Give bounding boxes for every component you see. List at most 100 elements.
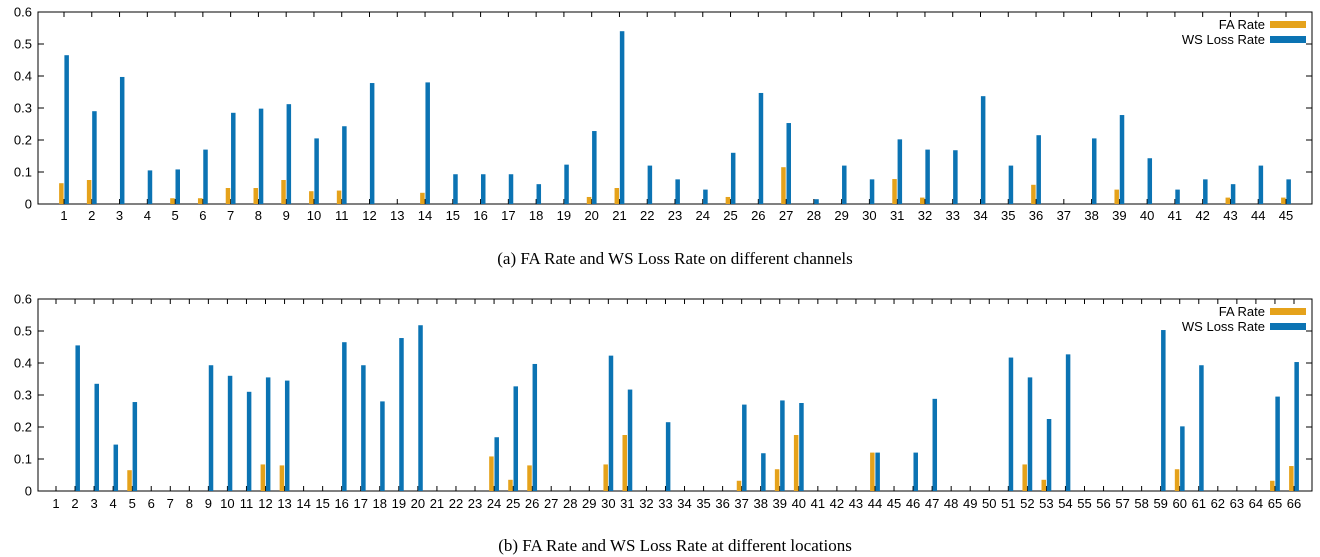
bar-fa-rate-37 bbox=[736, 480, 742, 491]
bar-ws-loss-rate-14 bbox=[425, 82, 430, 204]
x-tick-label: 11 bbox=[240, 496, 254, 511]
y-tick-label: 0.4 bbox=[14, 69, 32, 84]
bar-ws-loss-rate-7 bbox=[231, 112, 236, 204]
x-tick-label: 23 bbox=[468, 496, 482, 511]
x-tick-label: 30 bbox=[862, 208, 876, 223]
bar-ws-loss-rate-19 bbox=[399, 338, 404, 491]
bar-ws-loss-rate-52 bbox=[1027, 377, 1033, 491]
legend-label-fa-rate: FA Rate bbox=[1219, 17, 1265, 32]
bar-ws-loss-rate-15 bbox=[453, 174, 458, 204]
bar-ws-loss-rate-3 bbox=[94, 383, 99, 491]
x-tick-label: 42 bbox=[830, 496, 844, 511]
bar-ws-loss-rate-34 bbox=[980, 96, 986, 204]
x-tick-label: 39 bbox=[1112, 208, 1126, 223]
bar-ws-loss-rate-53 bbox=[1046, 419, 1052, 491]
bar-ws-loss-rate-59 bbox=[1161, 330, 1166, 491]
bar-ws-loss-rate-31 bbox=[897, 139, 903, 204]
bar-ws-loss-rate-33 bbox=[953, 150, 958, 204]
bar-fa-rate-5 bbox=[170, 198, 175, 204]
x-tick-label: 25 bbox=[506, 496, 520, 511]
x-tick-label: 9 bbox=[205, 496, 212, 511]
bar-fa-rate-39 bbox=[774, 469, 780, 491]
x-tick-label: 27 bbox=[544, 496, 558, 511]
bar-ws-loss-rate-27 bbox=[786, 123, 791, 204]
bar-ws-loss-rate-43 bbox=[1230, 184, 1236, 204]
legend-label-ws-loss-rate: WS Loss Rate bbox=[1182, 32, 1265, 47]
x-tick-label: 49 bbox=[963, 496, 977, 511]
x-tick-label: 13 bbox=[390, 208, 404, 223]
bar-ws-loss-rate-33 bbox=[665, 422, 671, 491]
bar-ws-loss-rate-39 bbox=[1119, 115, 1125, 204]
x-tick-label: 6 bbox=[148, 496, 155, 511]
x-tick-label: 13 bbox=[277, 496, 291, 511]
bar-ws-loss-rate-21 bbox=[619, 31, 625, 205]
x-tick-label: 54 bbox=[1058, 496, 1072, 511]
x-tick-label: 5 bbox=[129, 496, 136, 511]
x-tick-label: 10 bbox=[307, 208, 321, 223]
bar-fa-rate-45 bbox=[1281, 197, 1286, 204]
x-tick-label: 63 bbox=[1230, 496, 1244, 511]
bar-ws-loss-rate-44 bbox=[875, 452, 880, 491]
bar-ws-loss-rate-25 bbox=[513, 386, 519, 491]
x-tick-label: 10 bbox=[220, 496, 234, 511]
bar-fa-rate-65 bbox=[1270, 480, 1275, 491]
y-tick-label: 0.4 bbox=[14, 356, 32, 371]
x-tick-label: 12 bbox=[362, 208, 376, 223]
y-tick-label: 0 bbox=[25, 484, 32, 499]
bar-ws-loss-rate-30 bbox=[608, 355, 614, 491]
x-tick-label: 28 bbox=[563, 496, 577, 511]
bar-ws-loss-rate-17 bbox=[508, 174, 514, 204]
bar-fa-rate-52 bbox=[1022, 464, 1027, 491]
bar-ws-loss-rate-23 bbox=[675, 179, 680, 204]
bar-ws-loss-rate-22 bbox=[647, 165, 653, 204]
x-tick-label: 61 bbox=[1192, 496, 1206, 511]
x-tick-label: 18 bbox=[373, 496, 387, 511]
x-tick-label: 46 bbox=[906, 496, 920, 511]
x-tick-label: 5 bbox=[171, 208, 178, 223]
bar-fa-rate-14 bbox=[420, 192, 425, 204]
x-tick-label: 26 bbox=[751, 208, 765, 223]
x-tick-label: 40 bbox=[792, 496, 806, 511]
x-tick-label: 17 bbox=[501, 208, 515, 223]
bar-ws-loss-rate-40 bbox=[1147, 158, 1153, 204]
x-tick-label: 3 bbox=[90, 496, 97, 511]
bar-fa-rate-43 bbox=[1225, 197, 1231, 204]
legend-swatch-fa-rate bbox=[1270, 21, 1306, 28]
bar-ws-loss-rate-51 bbox=[1008, 357, 1014, 491]
bar-ws-loss-rate-13 bbox=[284, 380, 290, 491]
x-tick-label: 55 bbox=[1077, 496, 1091, 511]
y-tick-label: 0.5 bbox=[14, 324, 32, 339]
x-tick-label: 36 bbox=[715, 496, 729, 511]
bar-ws-loss-rate-61 bbox=[1199, 365, 1204, 491]
x-tick-label: 17 bbox=[354, 496, 368, 511]
x-tick-label: 32 bbox=[639, 496, 653, 511]
bar-ws-loss-rate-41 bbox=[1175, 189, 1180, 204]
x-tick-label: 3 bbox=[116, 208, 123, 223]
x-tick-label: 52 bbox=[1020, 496, 1034, 511]
x-tick-label: 29 bbox=[582, 496, 596, 511]
bar-ws-loss-rate-4 bbox=[113, 444, 119, 491]
x-tick-label: 6 bbox=[199, 208, 206, 223]
bar-fa-rate-6 bbox=[197, 198, 203, 204]
y-tick-label: 0.2 bbox=[14, 133, 32, 148]
x-tick-label: 60 bbox=[1172, 496, 1186, 511]
bar-ws-loss-rate-2 bbox=[75, 345, 80, 491]
bar-fa-rate-2 bbox=[86, 180, 92, 204]
bar-ws-loss-rate-18 bbox=[536, 184, 542, 204]
legend-label-ws-loss-rate: WS Loss Rate bbox=[1182, 319, 1265, 334]
bar-ws-loss-rate-38 bbox=[1091, 138, 1097, 204]
x-tick-label: 35 bbox=[696, 496, 710, 511]
bar-fa-rate-9 bbox=[281, 180, 286, 204]
x-tick-label: 20 bbox=[584, 208, 598, 223]
x-tick-label: 16 bbox=[334, 496, 348, 511]
x-tick-label: 21 bbox=[430, 496, 444, 511]
bar-ws-loss-rate-4 bbox=[147, 170, 153, 204]
y-tick-label: 0.5 bbox=[14, 37, 32, 52]
bar-ws-loss-rate-39 bbox=[780, 400, 785, 491]
legend-label-fa-rate: FA Rate bbox=[1219, 304, 1265, 319]
x-tick-label: 11 bbox=[335, 208, 349, 223]
x-tick-label: 2 bbox=[88, 208, 95, 223]
bar-ws-loss-rate-16 bbox=[342, 342, 347, 491]
